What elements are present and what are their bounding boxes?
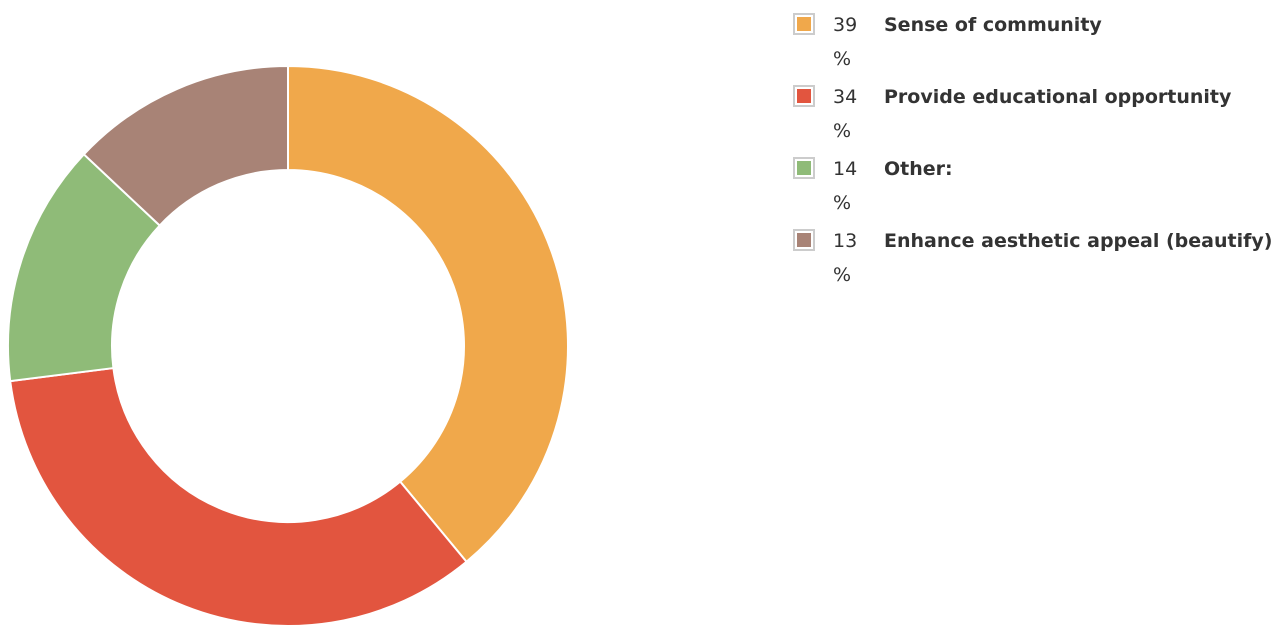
legend-swatch (793, 13, 815, 35)
donut-slice (287, 64, 569, 564)
legend-label: Other: (884, 158, 953, 180)
legend-label: Sense of community (884, 14, 1102, 36)
legend-swatch (793, 85, 815, 107)
legend-value: 14 % (833, 158, 858, 214)
legend-swatch (793, 229, 815, 251)
legend-color (797, 161, 811, 175)
legend-color (797, 89, 811, 103)
legend-value: 13 % (833, 230, 858, 286)
legend-swatch (793, 157, 815, 179)
legend-label: Enhance aesthetic appeal (beautify) (884, 230, 1273, 252)
legend-value: 34 % (833, 86, 858, 142)
donut-slice (9, 366, 468, 627)
chart (7, 64, 569, 627)
legend-label: Provide educational opportunity (884, 86, 1232, 108)
legend-color (797, 17, 811, 31)
legend-color (797, 233, 811, 247)
donut-slice (82, 64, 289, 227)
legend-value: 39 % (833, 14, 858, 70)
